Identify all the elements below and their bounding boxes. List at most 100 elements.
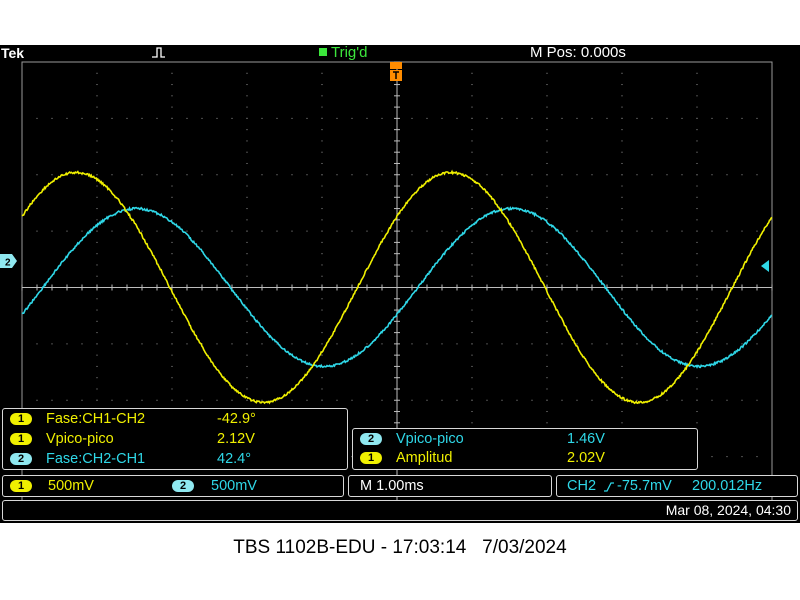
- grid-dot: [246, 219, 248, 221]
- grid-dot: [696, 230, 698, 232]
- trigger-level: -75.7mV: [617, 478, 672, 494]
- grid-dot: [756, 117, 758, 119]
- grid-dot: [186, 117, 188, 119]
- ch2-badge: 2: [172, 480, 194, 492]
- grid-dot: [351, 117, 353, 119]
- grid-dot: [591, 117, 593, 119]
- grid-dot: [621, 241, 623, 243]
- measurement-row: 1 Fase:CH1-CH2 -42.9°: [10, 411, 256, 427]
- grid-dot: [576, 174, 578, 176]
- grid-dot: [696, 377, 698, 379]
- grid-dot: [261, 399, 263, 401]
- grid-dot: [426, 117, 428, 119]
- grid-dot: [306, 117, 308, 119]
- grid-dot: [546, 117, 548, 119]
- grid-dot: [351, 230, 353, 232]
- grid-dot: [321, 241, 323, 243]
- grid-dot: [171, 72, 173, 74]
- grid-dot: [96, 354, 98, 356]
- ch2-ground-marker[interactable]: 2: [0, 254, 17, 269]
- ch1-scale[interactable]: 1 500mV: [10, 478, 94, 494]
- grid-dot: [111, 399, 113, 401]
- trigger-position-marker[interactable]: [390, 62, 402, 81]
- grid-dot: [246, 365, 248, 367]
- grid-dot: [771, 174, 773, 176]
- grid-dot: [621, 264, 623, 266]
- grid-dot: [351, 174, 353, 176]
- channel-scale-panel[interactable]: 1 500mV 2 500mV: [2, 475, 344, 497]
- grid-dot: [261, 174, 263, 176]
- grid-dot: [471, 219, 473, 221]
- grid-dot: [516, 343, 518, 345]
- grid-dot: [621, 377, 623, 379]
- grid-dot: [321, 399, 323, 401]
- grid-dot: [231, 343, 233, 345]
- grid-dot: [261, 117, 263, 119]
- grid-dot: [471, 388, 473, 390]
- grid-dot: [171, 95, 173, 97]
- grid-dot: [321, 332, 323, 334]
- grid-dot: [426, 343, 428, 345]
- grid-dot: [321, 320, 323, 322]
- grid-dot: [621, 61, 623, 63]
- measurement-row: 1 Amplitud 2.02V: [360, 450, 605, 466]
- grid-dot: [696, 309, 698, 311]
- grid-dot: [561, 230, 563, 232]
- grid-dot: [711, 343, 713, 345]
- grid-dot: [366, 117, 368, 119]
- grid-dot: [471, 411, 473, 413]
- grid-dot: [606, 343, 608, 345]
- grid-dot: [246, 264, 248, 266]
- measurement-row: 2 Vpico-pico 1.46V: [360, 431, 605, 447]
- grid-dot: [546, 343, 548, 345]
- grid-dot: [201, 399, 203, 401]
- grid-dot: [171, 253, 173, 255]
- grid-dot: [336, 117, 338, 119]
- trigger-panel[interactable]: CH2 -75.7mV 200.012Hz: [556, 475, 798, 497]
- grid-dot: [246, 151, 248, 153]
- grid-dot: [681, 343, 683, 345]
- frequency-readout: 200.012Hz: [692, 478, 763, 494]
- grid-dot: [756, 343, 758, 345]
- grid-dot: [141, 174, 143, 176]
- grid-dot: [246, 174, 248, 176]
- grid-dot: [171, 129, 173, 131]
- grid-dot: [651, 230, 653, 232]
- grid-dot: [606, 399, 608, 401]
- grid-dot: [246, 208, 248, 210]
- measurement-value: 2.02V: [567, 450, 605, 466]
- measurements-panel-left[interactable]: 1 Fase:CH1-CH2 -42.9° 1 Vpico-pico 2.12V…: [2, 408, 348, 470]
- grid-dot: [321, 377, 323, 379]
- grid-dot: [471, 320, 473, 322]
- measurement-value: 42.4°: [217, 451, 252, 467]
- timebase-panel[interactable]: M 1.00ms: [348, 475, 552, 497]
- measurements-panel-right[interactable]: 2 Vpico-pico 1.46V 1 Amplitud 2.02V: [352, 428, 698, 470]
- grid-dot: [171, 275, 173, 277]
- grid-dot: [81, 343, 83, 345]
- oscilloscope-display: Tek Trig'd M Pos: 0.000s 2 1 Fase:CH1-CH…: [0, 44, 800, 523]
- grid-dot: [411, 230, 413, 232]
- grid-dot: [321, 185, 323, 187]
- grid-dot: [171, 230, 173, 232]
- grid-dot: [351, 399, 353, 401]
- grid-dot: [171, 320, 173, 322]
- grid-dot: [771, 230, 773, 232]
- grid-dot: [381, 399, 383, 401]
- grid-dot: [441, 343, 443, 345]
- grid-dot: [306, 399, 308, 401]
- grid-dot: [321, 84, 323, 86]
- trigger-level-marker[interactable]: [761, 260, 769, 272]
- grid-dot: [411, 399, 413, 401]
- grid-dot: [171, 151, 173, 153]
- grid-dot: [471, 129, 473, 131]
- grid-dot: [246, 230, 248, 232]
- grid-dot: [171, 365, 173, 367]
- grid-dot: [246, 377, 248, 379]
- datetime-panel: Mar 08, 2024, 04:30: [2, 500, 798, 521]
- grid-dot: [621, 106, 623, 108]
- grid-dot: [81, 399, 83, 401]
- grid-dot: [96, 95, 98, 97]
- ch2-scale[interactable]: 2 500mV: [172, 478, 257, 494]
- grid-dot: [546, 264, 548, 266]
- grid-dot: [186, 343, 188, 345]
